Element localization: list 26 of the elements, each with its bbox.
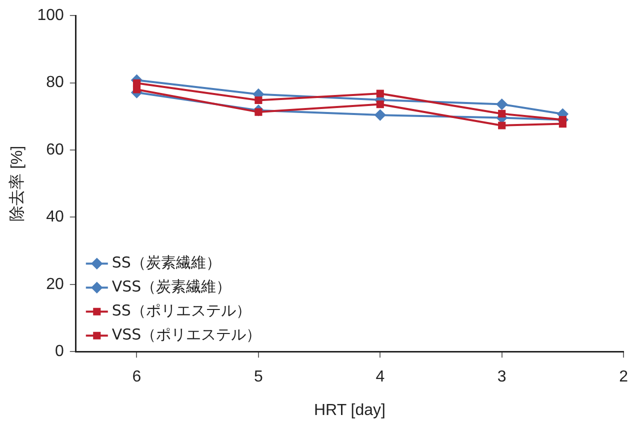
point <box>374 109 386 121</box>
x-tick-label: 2 <box>619 368 628 386</box>
y-axis-title: 除去率 [%] <box>8 146 26 222</box>
point <box>496 98 508 110</box>
point <box>498 122 506 130</box>
legend-label: VSS（炭素繊維） <box>112 277 232 296</box>
x-tick-label: 6 <box>132 368 142 386</box>
x-tick-label: 4 <box>376 368 385 386</box>
point <box>376 100 384 108</box>
x-axis-title: HRT [day] <box>314 402 386 419</box>
x-tick-label: 5 <box>254 368 263 386</box>
point <box>498 110 506 118</box>
point <box>132 79 141 87</box>
y-tick-label: 20 <box>46 276 64 293</box>
point <box>558 116 566 124</box>
y-tick-label: 40 <box>46 208 64 226</box>
y-tick-label: 80 <box>46 74 64 92</box>
x-tick-label: 3 <box>497 368 506 386</box>
y-tick-label: 60 <box>46 141 64 158</box>
y-tick-label: 100 <box>37 7 64 24</box>
point <box>254 96 262 104</box>
legend-label: VSS（ポリエステル） <box>112 325 262 344</box>
legend-label: SS（ポリエステル） <box>112 301 251 320</box>
y-tick-label: 0 <box>54 343 64 360</box>
point <box>376 90 384 98</box>
legend-label: SS（炭素繊維） <box>112 253 221 272</box>
